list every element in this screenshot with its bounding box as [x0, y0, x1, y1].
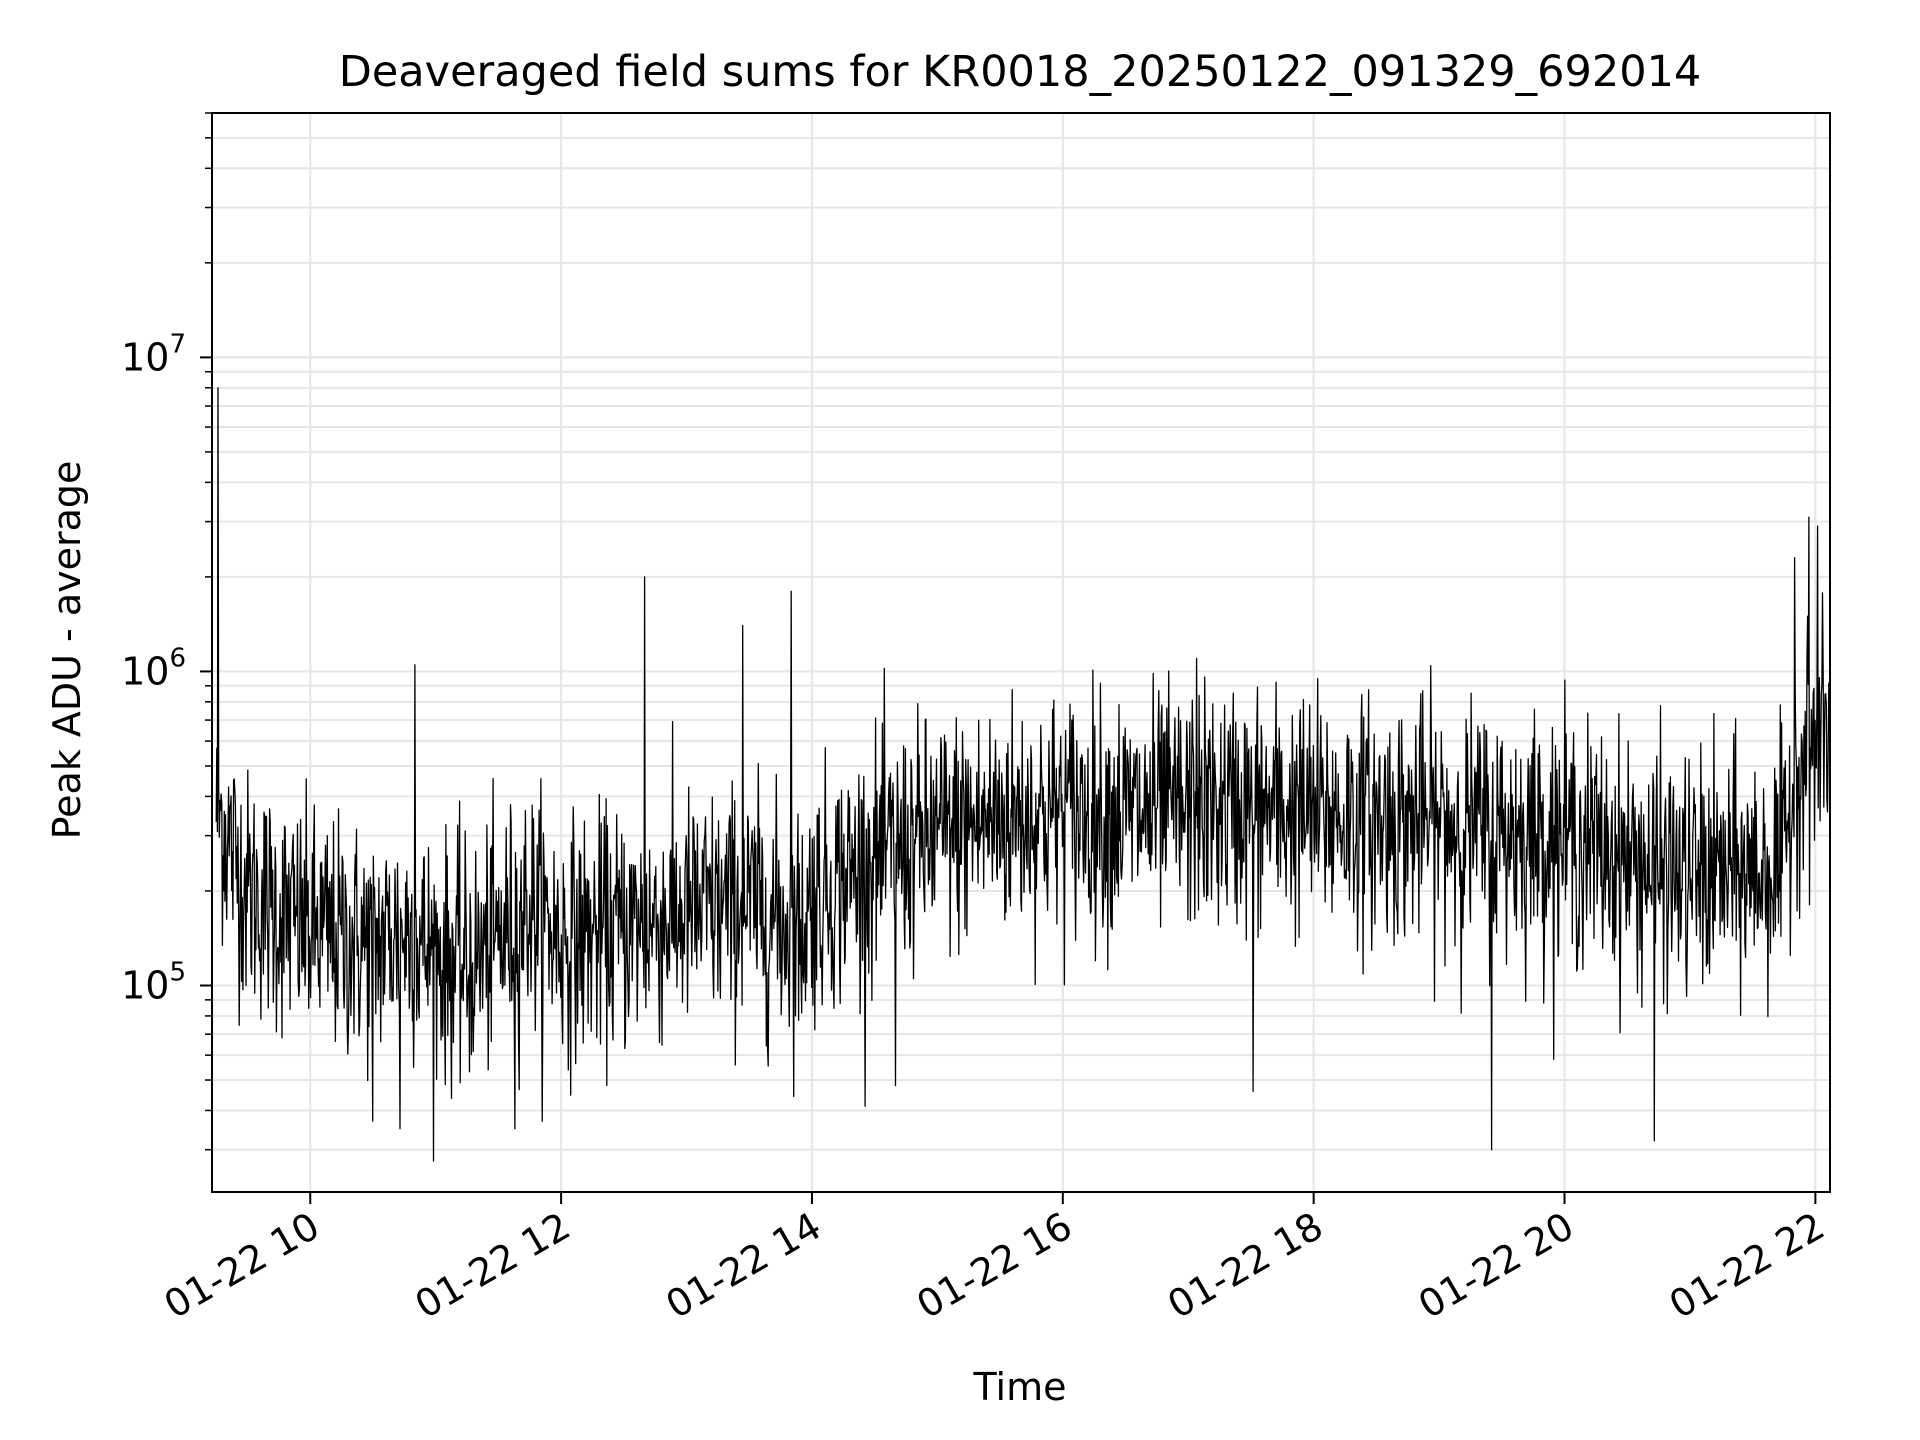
axes-frame [211, 112, 1831, 1193]
x-axis-label: Time [973, 1365, 1067, 1409]
y-tick-label: 105 [121, 957, 186, 1007]
chart-title: Deaveraged field sums for KR0018_2025012… [339, 47, 1702, 97]
y-tick-label: 107 [121, 329, 186, 379]
data-series [215, 387, 1831, 1162]
y-axis-ticks: 105 106 107 [121, 112, 212, 1151]
y-tick-label: 106 [121, 643, 186, 693]
series-line [215, 387, 1831, 1162]
y-axis-label: Peak ADU - average [45, 461, 89, 840]
